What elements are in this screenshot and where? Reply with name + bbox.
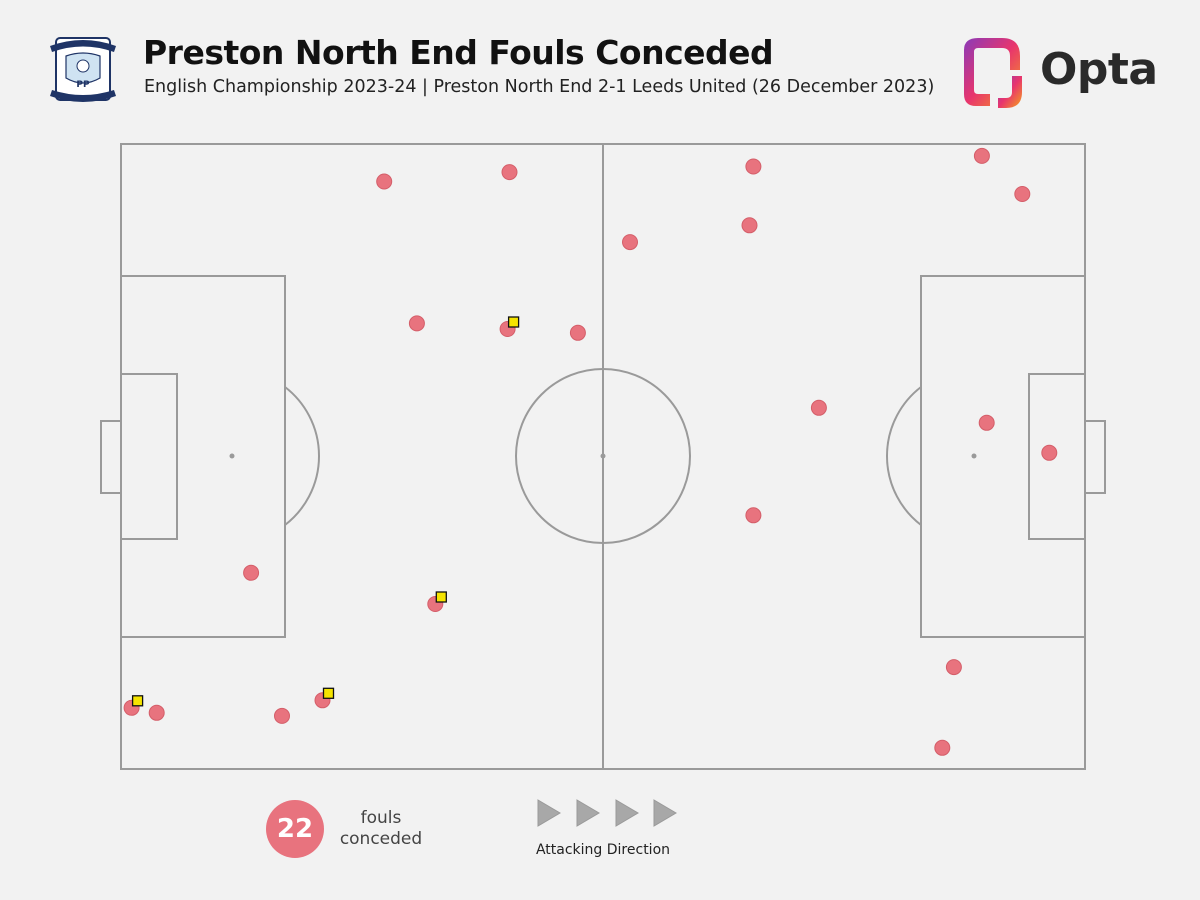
foul-marker (569, 324, 586, 341)
foul-marker (945, 659, 962, 676)
page-title: Preston North End Fouls Conceded (143, 33, 774, 72)
opta-logo: Opta (962, 36, 1158, 110)
centre-spot (600, 453, 606, 459)
foul-marker (934, 739, 951, 756)
foul-marker (741, 217, 758, 234)
header: PP Preston North End Fouls Conceded Engl… (0, 0, 1200, 120)
yellow-card-marker (435, 591, 447, 603)
foul-count-value: 22 (276, 814, 314, 844)
centre-circle (515, 368, 691, 544)
direction-arrow-icon (653, 799, 677, 827)
page-subtitle: English Championship 2023-24 | Preston N… (144, 77, 935, 97)
foul-count-badge: 22 (266, 800, 324, 858)
foul-marker (745, 158, 762, 175)
foul-count-label-line2: conceded (339, 829, 423, 849)
foul-marker (622, 234, 638, 251)
foul-marker (274, 707, 290, 724)
foul-marker (376, 173, 393, 190)
foul-marker (408, 315, 425, 332)
yellow-card-marker (322, 687, 335, 699)
foul-marker (148, 704, 165, 721)
left-penalty-arc (284, 386, 320, 526)
attacking-direction-arrows (537, 799, 677, 827)
pitch-lines (100, 143, 1106, 770)
foul-count-label: fouls conceded (336, 808, 426, 850)
left-penalty-spot (229, 453, 235, 459)
opta-wordmark: Opta (1040, 44, 1158, 95)
foul-marker (978, 414, 995, 431)
crest-initials: PP (76, 80, 90, 90)
club-crest-logo: PP (50, 37, 116, 102)
right-goal (1084, 420, 1106, 494)
yellow-card-marker (507, 316, 520, 328)
attacking-direction-label: Attacking Direction (535, 842, 671, 858)
left-penalty-area (120, 275, 286, 638)
opta-mark-icon (964, 38, 1022, 108)
left-six-yard-box (120, 373, 178, 540)
right-penalty-area (920, 275, 1086, 638)
foul-marker (745, 507, 762, 524)
right-six-yard-box (1028, 373, 1086, 540)
left-goal (100, 420, 122, 494)
foul-count-label-line1: fouls (360, 808, 402, 828)
foul-marker (501, 164, 518, 181)
foul-marker (243, 564, 260, 581)
yellow-card-marker (131, 695, 144, 707)
direction-arrow-icon (576, 799, 600, 827)
direction-arrow-icon (615, 799, 639, 827)
foul-marker (810, 399, 827, 416)
right-penalty-arc (886, 386, 922, 526)
direction-arrow-icon (537, 799, 561, 827)
foul-marker (1041, 444, 1058, 461)
right-penalty-spot (971, 453, 977, 459)
foul-marker (973, 147, 990, 164)
foul-marker (1014, 186, 1031, 202)
foul-markers (123, 147, 1058, 756)
